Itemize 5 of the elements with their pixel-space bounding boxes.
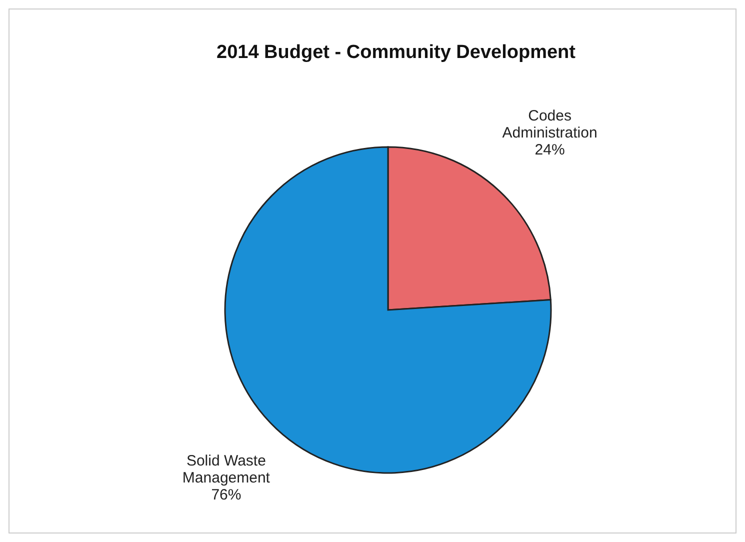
chart-title: 2014 Budget - Community Development bbox=[216, 42, 576, 63]
slice-label: Codes Administration bbox=[502, 108, 598, 142]
data-label: 76% bbox=[211, 486, 242, 504]
data-label: 24% bbox=[534, 142, 565, 159]
slice-label: Solid Waste Management bbox=[182, 452, 271, 486]
